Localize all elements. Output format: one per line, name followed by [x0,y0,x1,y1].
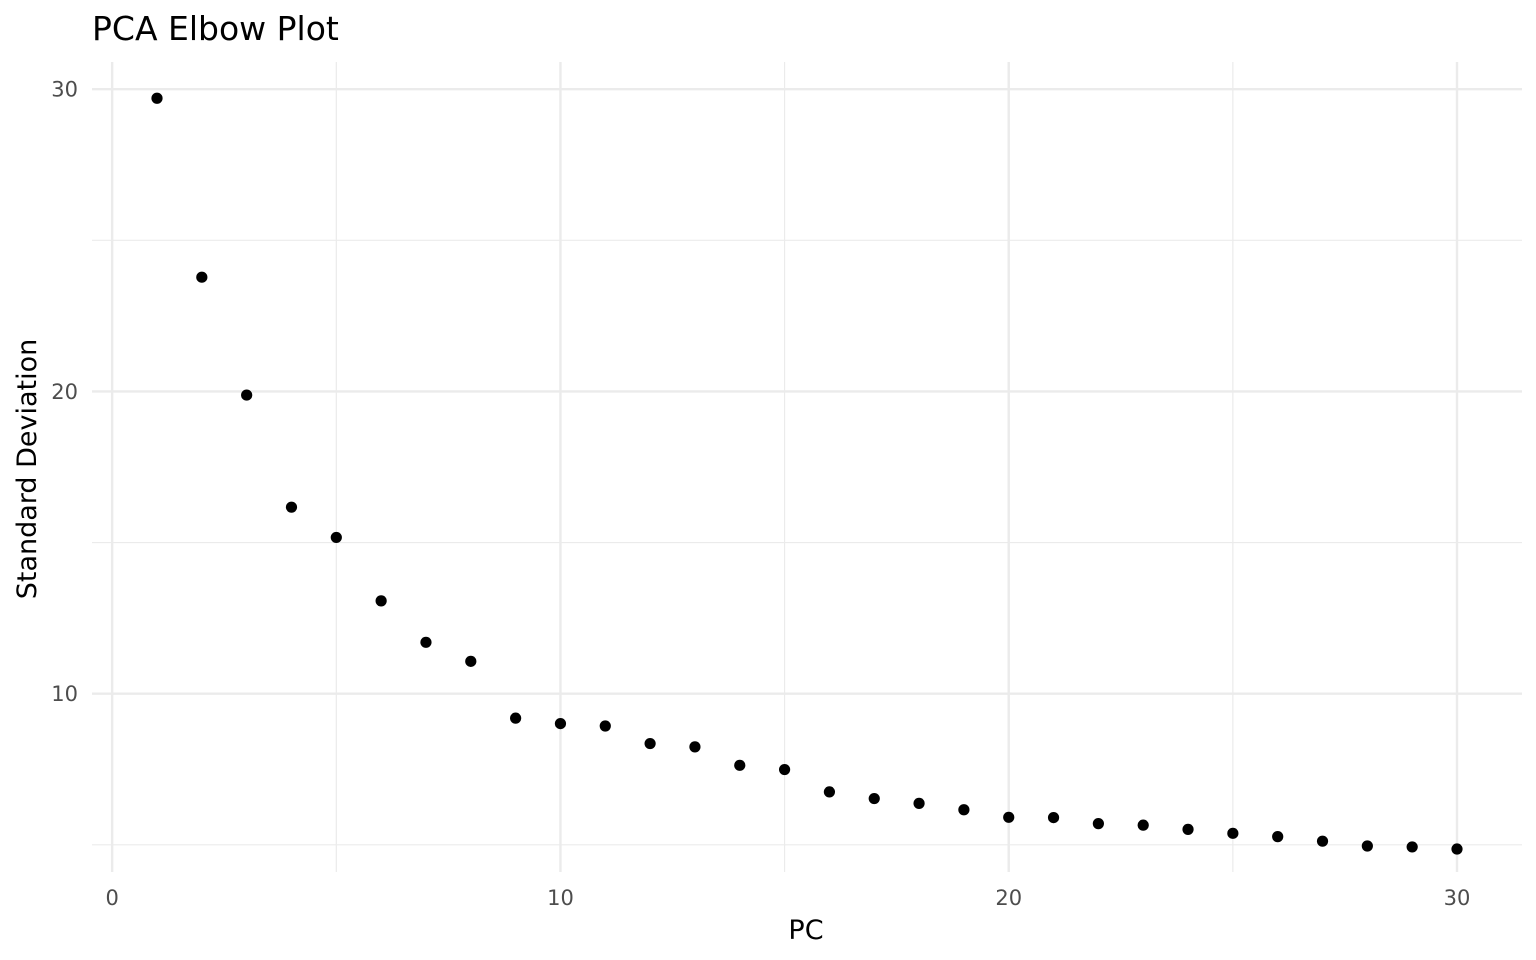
data-point [1003,811,1015,823]
data-point [330,531,342,544]
data-point [689,741,701,753]
data-point [1137,819,1149,831]
y-tick-label: 10 [51,682,78,706]
y-axis-ticks: 10 20 30 [51,78,78,706]
data-point [868,792,880,805]
x-axis-ticks: 0 10 20 30 [105,886,1470,910]
data-point [1227,827,1239,839]
y-tick-label: 20 [51,380,78,404]
data-point [1316,835,1329,847]
data-point [778,763,791,776]
data-point [1092,818,1104,830]
x-tick-label: 20 [995,886,1022,910]
y-tick-label: 30 [51,78,78,102]
data-point [913,797,925,809]
y-axis-title: Standard Deviation [12,339,43,600]
x-axis-title: PC [788,915,823,946]
grid [92,62,1522,872]
data-point [465,655,477,667]
data-point [823,786,836,798]
data-points [151,92,1463,855]
data-point [1047,811,1060,824]
data-point [285,501,298,513]
data-point [1272,831,1284,843]
data-point [1361,840,1373,852]
data-point [510,712,522,724]
data-point [1451,843,1463,855]
x-tick-label: 30 [1444,886,1471,910]
data-point [1182,823,1194,835]
data-point [958,804,970,816]
x-tick-label: 0 [105,886,118,910]
data-point [241,389,253,401]
data-point [734,759,746,771]
data-point [196,271,208,283]
data-point [644,737,656,750]
data-point [599,720,611,732]
chart-title: PCA Elbow Plot [92,9,339,48]
data-point [554,718,567,730]
data-point [375,595,387,607]
x-tick-label: 10 [547,886,574,910]
data-point [151,92,163,104]
data-point [1406,841,1418,853]
data-point [420,636,432,648]
